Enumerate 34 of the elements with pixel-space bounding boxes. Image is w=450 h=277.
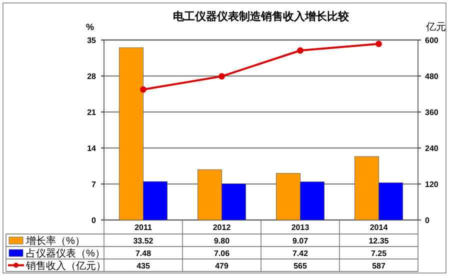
data-label: 12.35: [368, 236, 390, 246]
x-tick-label: 2011: [134, 223, 152, 232]
y-axis-title: %: [86, 22, 94, 32]
data-label: 9.80: [214, 236, 230, 246]
data-label: 33.52: [133, 236, 154, 246]
y2-tick-label: 120: [425, 180, 439, 189]
legend-label: 销售收入（亿元）: [25, 260, 106, 272]
y-tick-label: 0: [92, 216, 97, 225]
y-tick-label: 14: [87, 144, 97, 153]
data-label: 7.06: [214, 249, 230, 258]
data-label: 587: [372, 262, 386, 270]
data-label: 479: [215, 262, 229, 270]
chart-title: 电工仪器仪表制造销售收入增长比较: [173, 10, 350, 23]
data-label: 7.48: [135, 249, 152, 258]
data-label: 7.25: [370, 249, 388, 258]
y2-tick-label: 360: [425, 108, 439, 117]
y2-tick-label: 600: [425, 36, 439, 45]
legend-label: 增长率（%）: [25, 235, 85, 247]
data-label: 7.42: [292, 249, 309, 258]
data-label: 9.07: [292, 236, 309, 246]
x-tick-label: 2014: [370, 223, 388, 232]
y2-axis-title: 亿元: [425, 22, 446, 33]
y-tick-label: 28: [87, 72, 97, 81]
data-label: 435: [136, 262, 150, 270]
y-tick-label: 21: [87, 108, 97, 117]
x-tick-label: 2013: [291, 223, 310, 232]
data-label: 565: [294, 262, 308, 270]
y-tick-label: 35: [87, 36, 97, 45]
y2-tick-label: 0: [425, 216, 430, 225]
y2-tick-label: 480: [425, 72, 439, 81]
y-tick-label: 7: [92, 180, 97, 189]
y2-tick-label: 240: [425, 144, 439, 153]
x-tick-label: 2012: [212, 223, 232, 232]
legend-label: 占仪器仪表（%）: [26, 248, 105, 260]
